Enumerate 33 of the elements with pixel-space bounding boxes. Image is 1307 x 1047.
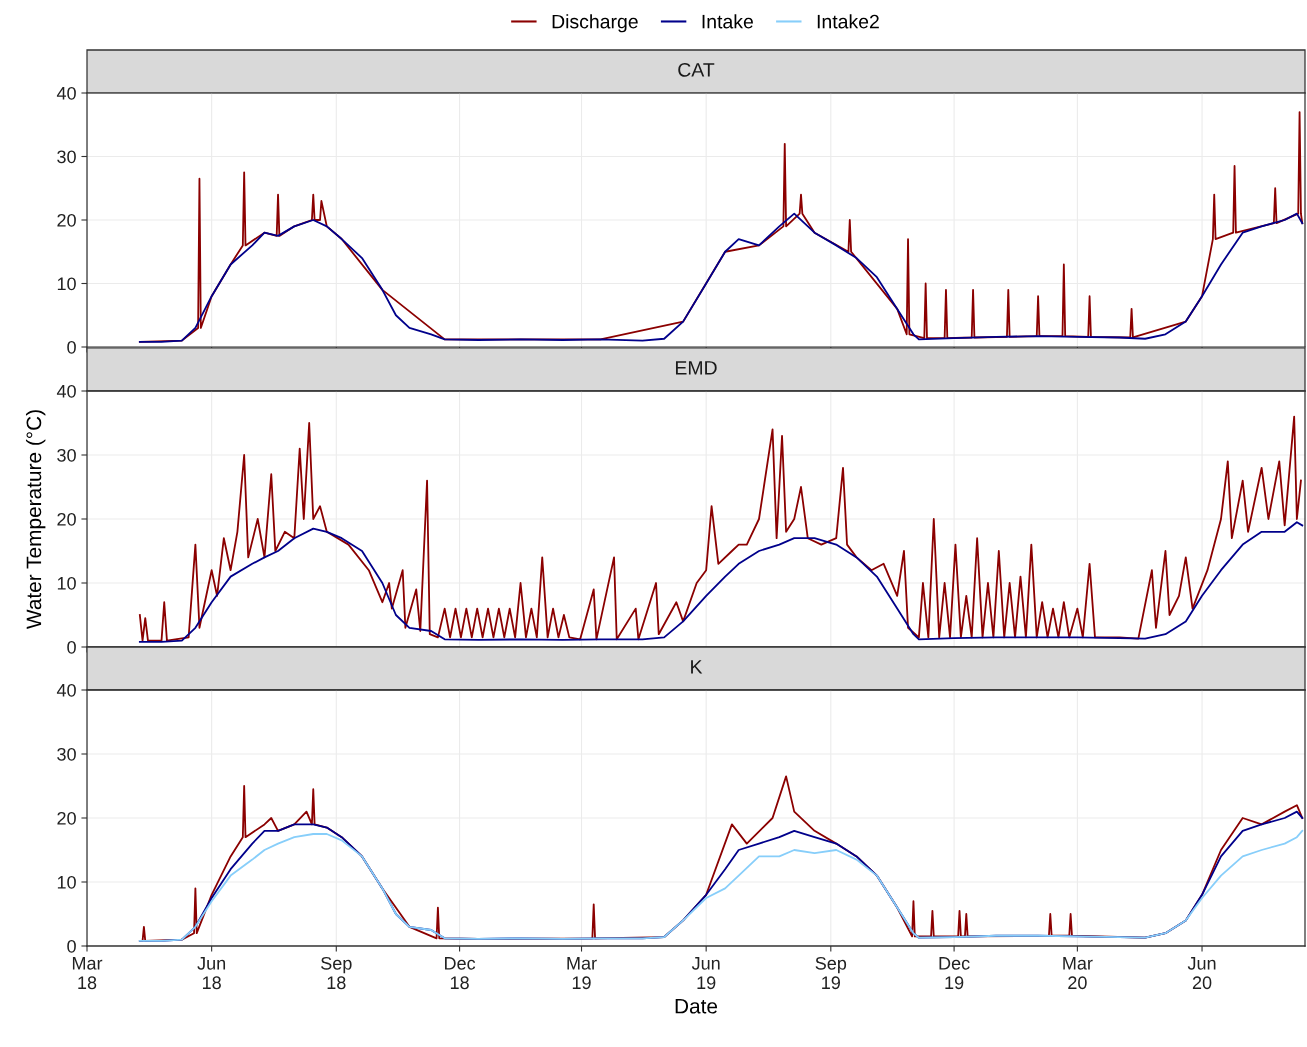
legend-label: Intake [702, 14, 753, 29]
y-tick-label: 30 [57, 448, 76, 462]
y-tick-label: 0 [67, 340, 76, 354]
x-tick-label: Jun 18 [197, 957, 226, 990]
x-tick-label: Mar 18 [72, 957, 103, 990]
y-tick-label: 20 [57, 512, 76, 526]
chart-title: K [691, 660, 703, 674]
y-tick-label: 40 [56, 384, 76, 398]
y-tick-label: 0 [67, 640, 76, 654]
x-tick-label: Mar 20 [1063, 957, 1093, 990]
legend-label: Intake2 [817, 14, 879, 29]
chart-title: EMD [675, 361, 717, 375]
y-axis-title: Water Temperature (°C) [25, 410, 46, 629]
y-tick-label: 20 [57, 213, 76, 227]
y-tick-label: 10 [57, 875, 76, 889]
y-tick-label: 40 [56, 683, 76, 697]
y-tick-label: 20 [57, 811, 76, 825]
y-tick-label: 30 [57, 150, 76, 164]
x-tick-label: Dec 19 [939, 957, 970, 990]
x-tick-label: Jun 19 [691, 957, 720, 990]
y-tick-label: 30 [57, 747, 76, 761]
legend-label: Discharge [552, 14, 638, 33]
x-tick-label: Mar 19 [567, 957, 597, 990]
x-axis-title: Date [675, 999, 718, 1014]
chart-title: CAT [678, 62, 715, 77]
y-tick-label: 10 [57, 277, 76, 291]
x-tick-label: Sep 19 [815, 956, 847, 990]
y-tick-label: 10 [57, 576, 76, 590]
y-tick-label: 0 [67, 939, 76, 953]
x-tick-label: Sep 18 [321, 956, 352, 990]
x-tick-label: Jun 20 [1187, 957, 1216, 990]
y-tick-label: 40 [56, 86, 76, 100]
x-tick-label: Dec 18 [445, 957, 476, 990]
